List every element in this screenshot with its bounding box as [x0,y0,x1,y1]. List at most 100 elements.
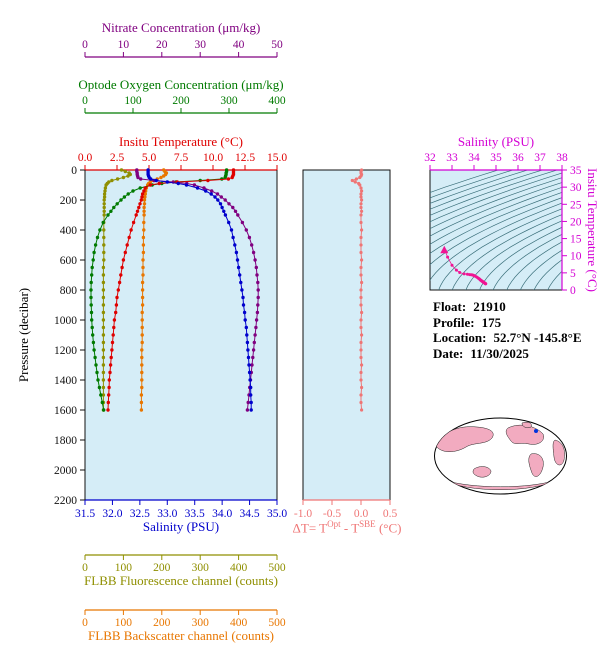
salinity-point [231,235,235,240]
pressure-tick-label: 1000 [54,315,77,327]
oxygen-point [93,355,97,360]
fluorescence-point [119,168,124,172]
backscatter-point [162,174,166,178]
backscatter-point [141,273,145,277]
profile-salinity [146,168,253,412]
nitrate-point [202,186,206,190]
delta-t-point [359,235,363,240]
ts-salinity-tick-label: 33 [446,152,458,164]
fluorescence-point [101,303,106,307]
date-value: 11/30/2025 [470,345,529,361]
fluorescence-point [101,333,106,337]
delta-t-title-sup: SBE [359,519,376,529]
oxygen-point [115,202,119,206]
salinity-point [249,400,253,405]
delta-t-point [359,192,363,196]
isopycnal-contour [430,186,562,245]
fluorescence-point [121,175,126,180]
landmass-greenland [521,421,532,429]
salinity-tick-label: 33.5 [185,508,205,520]
location-value: 52.7°N -145.8°E [493,330,582,345]
fluorescence-point [102,228,106,232]
delta-t-point [360,385,364,390]
oxygen-tick-label: 100 [124,95,142,107]
fluorescence-point [115,177,120,181]
delta-t-tick-label: -0.5 [323,508,341,520]
delta-t-point [359,265,363,270]
nitrate-tick-label: 10 [118,39,130,51]
oxygen-point [92,250,96,255]
temperature-point [123,250,128,255]
backscatter-point [141,258,145,262]
delta-t-point [359,243,363,247]
profile-line: Profile: 175 [433,315,582,331]
salinity-point [239,280,243,285]
oxygen-point [96,378,100,382]
fluorescence-tick-label: 0 [82,562,88,574]
nitrate-point [256,303,260,307]
delta-t-point [359,202,363,206]
oxygen-point [89,288,93,292]
delta-t-point [360,280,364,285]
isopycnal-contour [533,259,562,290]
backscatter-point [140,310,144,315]
ts-series [440,245,488,286]
salinity-point [154,178,158,183]
oxygen-point [94,363,98,367]
backscatter-point [140,288,145,292]
isopycnal-contour [430,172,562,223]
delta-t-point [358,175,362,180]
oxygen-point [90,325,94,330]
temperature-axis: 0.0 2.5 5.0 7.5 10.0 12.5 15.0 [78,152,287,171]
isopycnal-contour [492,233,562,290]
backscatter-point [140,363,144,367]
date-line: Date: 11/30/2025 [433,346,582,362]
fluorescence-point [102,209,106,213]
isopycnal-contour [430,197,562,266]
landmass-eurasia [435,426,494,452]
backscatter-point [142,198,147,202]
nitrate-point [250,363,254,367]
fluorescence-point [101,318,106,322]
isopycnal-contour [519,249,562,290]
salinity-point [216,198,220,202]
nitrate-point [251,250,256,255]
delta-t-line [351,169,363,411]
temperature-tick-label: 0.0 [78,152,93,164]
backscatter-tick-label: 500 [268,617,286,629]
landmass-africa [552,439,565,466]
delta-t-point [360,333,364,337]
delta-t-series [350,168,364,412]
backscatter-point [140,355,144,360]
salinity-point [184,183,189,187]
temperature-tick-label: 10.0 [203,152,223,164]
pressure-tick-label: 2200 [54,495,77,507]
backscatter-point [140,318,144,322]
fluorescence-point [104,183,108,187]
delta-t-point [360,228,364,232]
ts-salinity-tick-label: 36 [512,152,524,164]
nitrate-point [255,273,259,277]
delta-t-point [360,189,364,193]
temperature-point [108,370,112,375]
isopycnal-contour [430,182,562,237]
delta-t-point [360,310,364,315]
plot-background [302,169,391,501]
delta-t-title-part: ΔT= T [292,520,328,536]
nitrate-point [253,333,257,337]
backscatter-point [140,295,145,300]
fluorescence-axis-title: FLBB Fluorescence channel (counts) [84,573,278,588]
salinity-point [195,186,200,190]
pressure-axis-title: Pressure (decibar) [16,287,31,383]
temperature-point [110,340,115,345]
oxygen-point [90,273,94,277]
temperature-point [129,228,133,232]
salinity-point [233,243,237,247]
oxygen-point [95,370,99,375]
delta-t-point [359,340,363,345]
ts-salinity-tick-label: 35 [490,152,502,164]
delta-t-point [354,177,358,181]
oxygen-axis: 0 100 200 300 400 [82,95,286,114]
temperature-point [230,175,234,180]
